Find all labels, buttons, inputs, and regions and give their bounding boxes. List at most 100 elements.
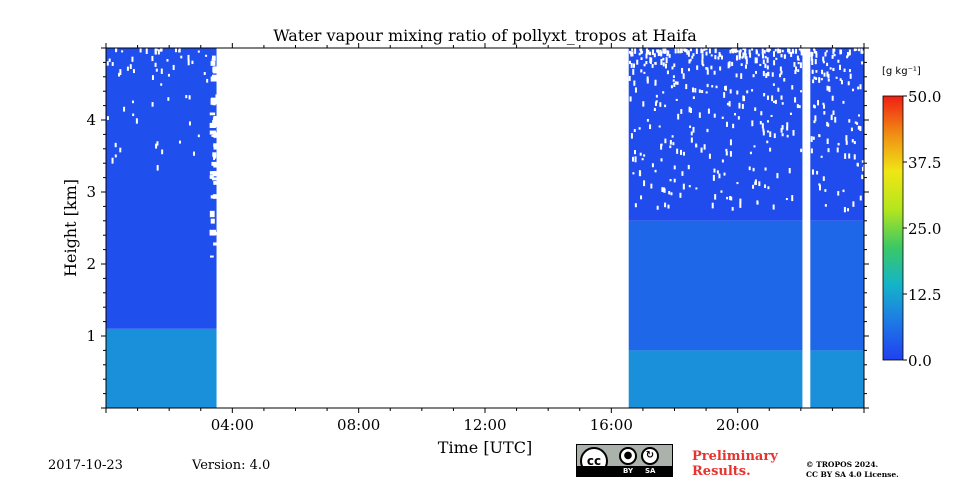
speckle-mark — [822, 56, 825, 62]
speckle-mark — [792, 50, 795, 54]
speckle-mark — [209, 130, 216, 135]
speckle-mark — [823, 104, 826, 109]
speckle-mark — [851, 139, 854, 143]
speckle-mark — [761, 123, 764, 129]
speckle-mark — [829, 67, 832, 70]
speckle-mark — [712, 174, 715, 181]
speckle-mark — [842, 189, 845, 193]
speckle-mark — [822, 102, 825, 105]
speckle-mark — [702, 63, 705, 67]
speckle-mark — [764, 55, 767, 59]
speckle-mark — [800, 50, 803, 56]
speckle-mark — [837, 59, 840, 63]
speckle-mark — [810, 148, 813, 154]
speckle-mark — [796, 55, 799, 61]
speckle-mark — [837, 142, 840, 146]
copyright-line-2: CC BY SA 4.0 License. — [806, 470, 899, 479]
speckle-mark — [740, 63, 743, 66]
speckle-mark — [780, 95, 783, 100]
speckle-mark — [653, 107, 656, 112]
speckle-mark — [210, 218, 215, 224]
speckle-mark — [766, 120, 769, 123]
speckle-mark — [701, 90, 704, 94]
speckle-mark — [769, 131, 772, 138]
speckle-mark — [654, 82, 657, 86]
speckle-mark — [786, 122, 789, 128]
speckle-mark — [687, 50, 690, 55]
speckle-mark — [749, 52, 752, 58]
speckle-mark — [780, 70, 783, 74]
speckle-mark — [211, 161, 217, 166]
speckle-mark — [213, 180, 219, 185]
speckle-mark — [114, 142, 117, 148]
speckle-mark — [185, 95, 188, 99]
speckle-mark — [209, 122, 216, 128]
speckle-mark — [852, 201, 855, 207]
speckle-mark — [660, 143, 663, 150]
speckle-mark — [155, 143, 158, 149]
speckle-mark — [692, 87, 695, 93]
speckle-mark — [670, 192, 673, 196]
speckle-mark — [209, 171, 213, 175]
speckle-mark — [771, 95, 774, 102]
speckle-mark — [119, 147, 122, 153]
speckle-mark — [811, 69, 814, 74]
y-tick-label: 1 — [86, 327, 96, 345]
speckle-mark — [634, 150, 637, 155]
speckle-mark — [724, 86, 727, 91]
speckle-mark — [781, 125, 784, 130]
speckle-mark — [739, 49, 742, 53]
copyright-line-1: © TROPOS 2024. — [806, 460, 879, 469]
speckle-mark — [682, 73, 685, 79]
speckle-mark — [657, 49, 660, 54]
speckle-mark — [859, 84, 862, 90]
speckle-mark — [106, 116, 109, 120]
speckle-mark — [790, 51, 793, 57]
speckle-mark — [643, 154, 646, 157]
speckle-mark — [813, 120, 816, 124]
speckle-mark — [690, 131, 693, 136]
speckle-mark — [669, 178, 672, 182]
speckle-mark — [669, 139, 672, 145]
speckle-mark — [691, 55, 694, 59]
speckle-mark — [844, 153, 847, 159]
speckle-mark — [713, 113, 716, 118]
speckle-mark — [706, 128, 709, 133]
speckle-mark — [118, 72, 121, 77]
speckle-mark — [703, 48, 706, 51]
speckle-mark — [649, 51, 652, 56]
speckle-mark — [762, 128, 765, 132]
speckle-mark — [188, 95, 191, 100]
speckle-mark — [846, 55, 849, 59]
speckle-mark — [762, 130, 765, 136]
speckle-mark — [707, 108, 710, 114]
speckle-mark — [706, 67, 709, 70]
speckle-mark — [729, 139, 732, 146]
speckle-mark — [714, 55, 717, 60]
speckle-mark — [646, 118, 649, 122]
speckle-mark — [766, 72, 769, 76]
speckle-mark — [771, 72, 774, 77]
speckle-mark — [754, 107, 757, 111]
speckle-mark — [781, 49, 784, 53]
speckle-mark — [151, 55, 154, 62]
speckle-mark — [823, 111, 826, 115]
speckle-mark — [209, 229, 216, 236]
heatmap-cell-1-1 — [628, 220, 803, 351]
speckle-mark — [786, 126, 789, 131]
speckle-mark — [813, 49, 816, 54]
speckle-mark — [628, 50, 631, 54]
speckle-mark — [160, 68, 163, 74]
speckle-mark — [813, 105, 816, 109]
speckle-mark — [212, 194, 217, 199]
speckle-mark — [706, 69, 709, 75]
speckle-mark — [719, 66, 722, 71]
speckle-mark — [689, 107, 692, 113]
speckle-mark — [161, 149, 164, 155]
speckle-mark — [751, 89, 754, 92]
speckle-mark — [689, 58, 692, 62]
speckle-mark — [660, 58, 663, 65]
speckle-mark — [813, 76, 816, 80]
speckle-mark — [642, 101, 645, 107]
speckle-mark — [710, 54, 713, 57]
